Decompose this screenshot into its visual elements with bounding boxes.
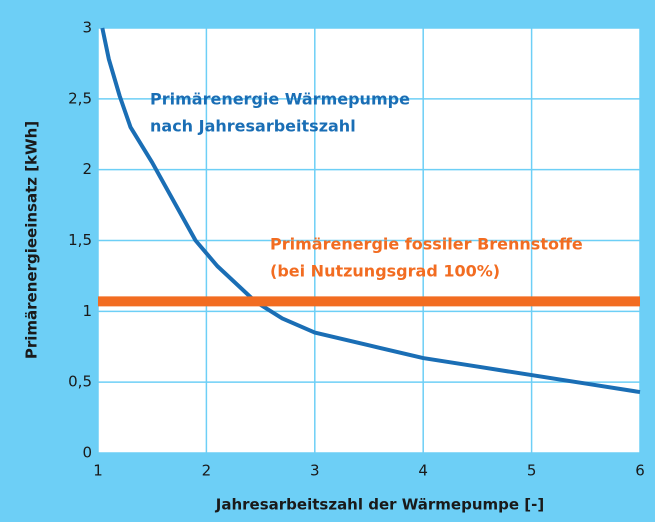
annotation: Primärenergie Wärmepumpe xyxy=(150,90,410,109)
x-axis-title: Jahresarbeitszahl der Wärmepumpe [-] xyxy=(215,496,544,514)
y-tick-label: 0,5 xyxy=(68,373,92,391)
annotation: Primärenergie fossiler Brennstoffe xyxy=(270,235,583,254)
y-tick-label: 2,5 xyxy=(68,89,92,107)
data-line xyxy=(100,27,641,395)
y-tick-label: 3 xyxy=(82,19,92,37)
x-tick-label: 3 xyxy=(310,462,320,480)
x-tick-label: 2 xyxy=(202,462,212,480)
y-tick-label: 1,5 xyxy=(68,231,92,249)
y-axis-title: Primärenergieeinsatz [kWh] xyxy=(23,121,41,359)
annotation: nach Jahresarbeitszahl xyxy=(150,117,356,136)
y-tick-label: 1 xyxy=(82,302,92,320)
annotation: (bei Nutzungsgrad 100%) xyxy=(270,262,500,281)
y-tick-label: 0 xyxy=(82,444,92,462)
x-tick-label: 6 xyxy=(635,462,645,480)
y-tick-label: 2 xyxy=(82,160,92,178)
x-tick-label: 1 xyxy=(93,462,103,480)
x-tick-label: 4 xyxy=(418,462,428,480)
x-tick-label: 5 xyxy=(527,462,537,480)
